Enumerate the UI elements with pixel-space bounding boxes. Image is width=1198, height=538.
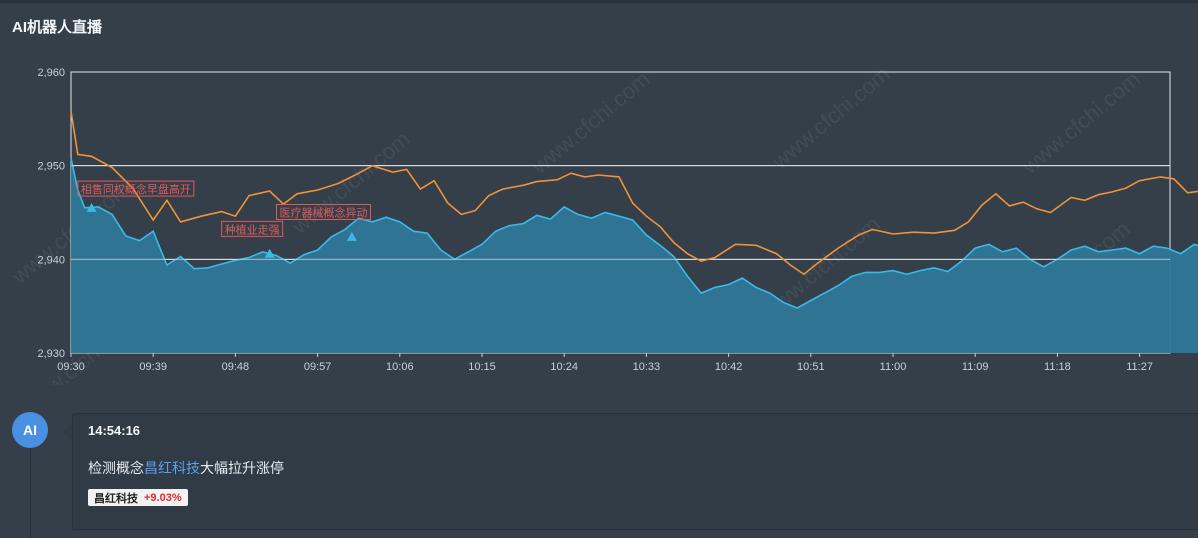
- stock-badge-name: 昌红科技: [94, 492, 138, 505]
- stock-badge-change: +9.03%: [144, 491, 182, 504]
- watermark-text: www.cfchi.com: [766, 61, 894, 174]
- top-border: [0, 0, 1198, 3]
- stock-badge[interactable]: 昌红科技 +9.03%: [88, 489, 188, 506]
- x-tick-label: 10:51: [797, 361, 825, 373]
- x-tick-label: 11:18: [1044, 361, 1071, 373]
- y-tick-label: 2,950: [37, 161, 65, 173]
- panel-title: AI机器人直播: [12, 19, 103, 36]
- x-tick-label: 11:27: [1126, 361, 1153, 373]
- event-annotation: 相售同权概念早盘高开: [77, 180, 195, 197]
- x-tick-label: 09:30: [57, 361, 85, 373]
- event-annotation: 医疗器械概念异动: [276, 204, 371, 220]
- event-annotation-box: [221, 220, 284, 237]
- event-marker: [86, 202, 97, 212]
- watermark-text: www.cfchi.com: [1016, 66, 1144, 179]
- y-tick-label: 2,960: [37, 67, 65, 79]
- event-annotation-box: [77, 180, 195, 197]
- x-tick-label: 09:39: [139, 361, 167, 373]
- breadth-area: [71, 158, 1198, 353]
- event-marker: [346, 231, 357, 241]
- watermark-text: www.cfchi.com: [526, 66, 654, 179]
- x-tick-label: 10:42: [715, 361, 743, 373]
- message-text-before: 检测概念: [88, 460, 144, 476]
- message-pointer: [62, 424, 72, 440]
- event-annotation: 种植业走强: [221, 220, 284, 237]
- index-line: [70, 111, 1198, 276]
- event-annotation-box: [276, 204, 371, 220]
- x-tick-label: 09:57: [304, 361, 332, 373]
- event-annotation-text: 种植业走强: [225, 222, 280, 236]
- x-tick-label: 10:06: [386, 361, 414, 373]
- x-tick-label: 11:00: [880, 361, 907, 373]
- message-text-after: 大幅拉升涨停: [200, 460, 284, 476]
- x-tick-label: 10:24: [550, 361, 578, 373]
- x-tick-label: 10:33: [633, 361, 661, 373]
- event-annotation-text: 相售同权概念早盘高开: [81, 182, 191, 196]
- breadth-line: [70, 158, 1198, 309]
- message-card: [72, 413, 1198, 530]
- message-text: 检测概念昌红科技大幅拉升涨停: [88, 458, 284, 478]
- event-annotation-text: 医疗器械概念异动: [280, 206, 368, 220]
- message-time: 14:54:16: [88, 423, 141, 438]
- x-tick-label: 09:48: [222, 361, 250, 373]
- y-tick-label: 2,930: [37, 348, 65, 360]
- x-tick-label: 10:15: [468, 361, 496, 373]
- event-marker: [264, 248, 275, 258]
- ai-avatar: AI: [12, 412, 48, 448]
- stock-link[interactable]: 昌红科技: [144, 460, 200, 476]
- x-tick-label: 11:09: [962, 361, 989, 373]
- y-tick-label: 2,940: [37, 254, 65, 266]
- timeline-line: [30, 448, 31, 538]
